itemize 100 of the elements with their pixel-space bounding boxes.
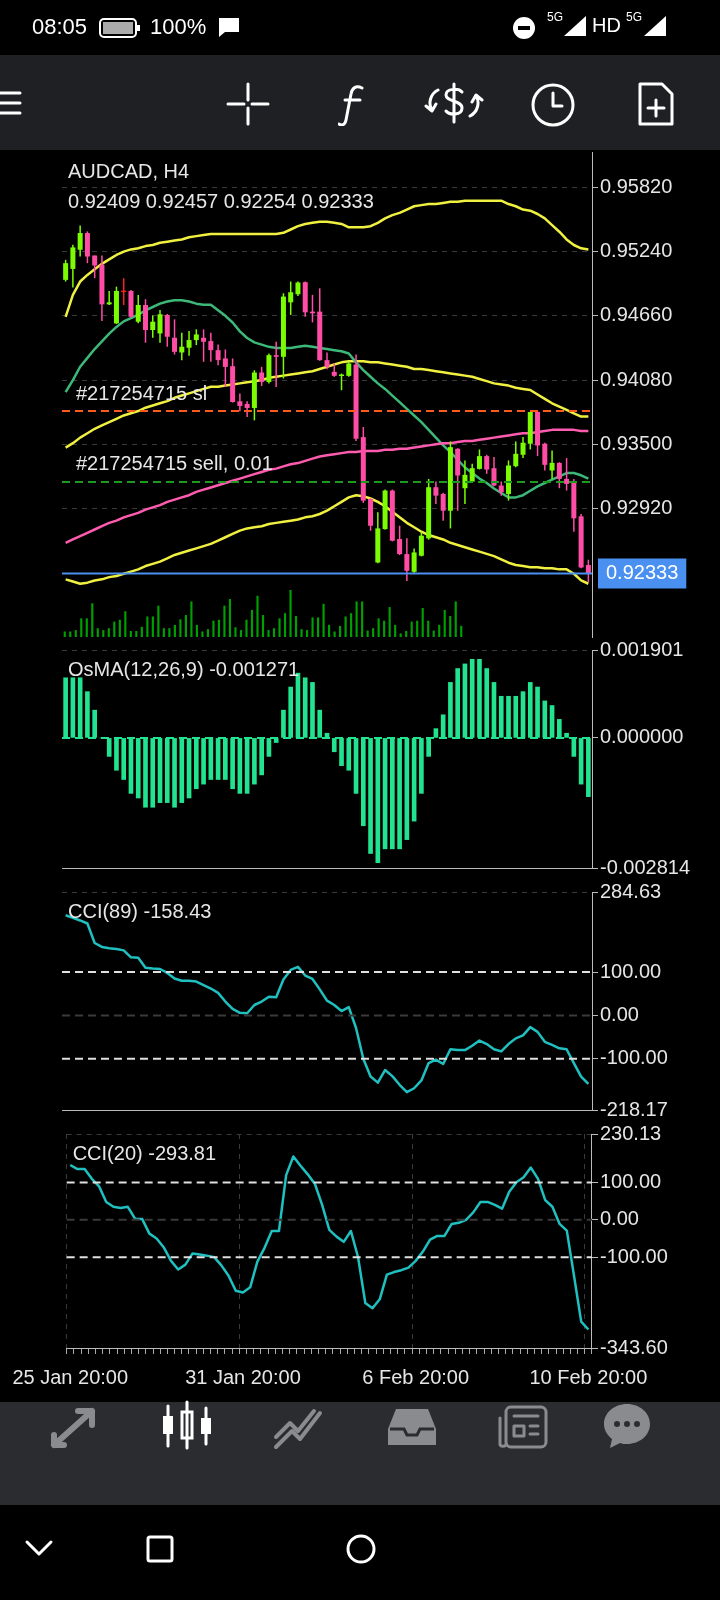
candlestick — [542, 441, 548, 472]
bar — [454, 601, 457, 637]
candlestick — [135, 294, 141, 325]
bar — [234, 627, 237, 637]
candlestick — [513, 440, 519, 468]
candlestick — [433, 480, 439, 505]
bar — [355, 601, 358, 637]
bar — [256, 595, 259, 637]
bar — [305, 630, 309, 637]
bar — [212, 620, 215, 637]
candlestick — [201, 328, 207, 363]
y-tick-label: 0.00 — [600, 1002, 639, 1025]
y-tick-label: -0.002814 — [600, 855, 691, 878]
candlestick — [215, 343, 221, 366]
bar — [449, 615, 452, 637]
bar — [372, 628, 375, 637]
bar — [438, 624, 441, 637]
bar — [289, 590, 292, 637]
bar — [316, 617, 320, 637]
bar — [217, 619, 221, 637]
text: 0.92409 0.92457 0.92254 0.92333 — [68, 190, 374, 212]
y-tick-label: 0.001901 — [600, 637, 684, 660]
bar — [394, 624, 397, 637]
bar — [179, 619, 182, 637]
bar — [283, 613, 287, 637]
bar — [300, 629, 303, 637]
bar — [129, 631, 132, 637]
bar — [184, 615, 187, 637]
candlestick — [491, 456, 497, 487]
bar — [322, 603, 325, 637]
ref-line-label: #217254715 sell, 0.01 — [76, 452, 273, 475]
candlestick — [172, 318, 178, 356]
bar — [157, 605, 160, 637]
bar — [146, 616, 149, 637]
y-tick-label: 100.00 — [600, 959, 662, 982]
bar — [443, 609, 446, 637]
bar — [388, 607, 391, 637]
bar — [361, 601, 364, 637]
text: 08:05 — [32, 14, 88, 40]
candlestick — [157, 309, 163, 344]
bar — [80, 618, 83, 637]
bar — [272, 628, 276, 637]
candlestick — [63, 259, 69, 283]
candlestick — [564, 457, 570, 492]
bar — [344, 616, 347, 637]
bar — [140, 626, 143, 637]
bar — [201, 631, 204, 637]
candlestick — [440, 492, 446, 522]
bar — [96, 628, 99, 637]
bar — [168, 628, 171, 637]
bar — [267, 630, 270, 637]
candlestick — [77, 224, 83, 258]
bar — [339, 625, 342, 637]
y-tick-label: 100.00 — [600, 1170, 662, 1193]
chart-title: AUDCAD, H4 — [68, 160, 190, 182]
candlestick — [273, 341, 279, 388]
bar — [135, 631, 138, 637]
candlestick — [418, 531, 424, 558]
bar — [74, 630, 77, 637]
bar — [151, 616, 154, 637]
y-tick-label: 0.95820 — [600, 174, 673, 197]
bar — [421, 608, 424, 637]
x-tick-label: 31 Jan 20:00 — [185, 1365, 301, 1388]
ref-line-label: 0.92333 — [606, 560, 679, 583]
bar — [102, 630, 105, 637]
bar — [206, 629, 210, 637]
candlestick — [476, 448, 482, 471]
text: 5G — [626, 10, 643, 24]
bar — [399, 633, 402, 637]
y-tick-label: 0.94080 — [600, 367, 673, 390]
bar — [195, 624, 198, 637]
y-tick-label: 0.00 — [600, 1207, 639, 1230]
text: 100% — [150, 14, 207, 40]
chart-title: CCI(20) -293.81 — [72, 1142, 217, 1164]
bar — [190, 601, 193, 637]
y-tick-label: 0.000000 — [600, 725, 684, 748]
y-tick-label: -218.17 — [600, 1097, 668, 1120]
bar — [427, 620, 430, 637]
bar — [223, 605, 226, 637]
y-tick-label: -343.60 — [600, 1335, 668, 1358]
chart-title: CCI(89) -158.43 — [68, 900, 212, 922]
text: HD — [592, 14, 621, 37]
bar — [250, 609, 254, 637]
bar — [118, 619, 121, 637]
chart-title: OsMA(12,26,9) -0.001271 — [68, 658, 300, 680]
bar — [245, 619, 248, 637]
bar — [113, 621, 116, 637]
bar — [124, 611, 127, 637]
bar — [261, 615, 265, 637]
y-tick-label: 230.13 — [600, 1121, 662, 1144]
y-tick-label: -100.00 — [600, 1046, 668, 1069]
candlestick — [164, 313, 170, 348]
bar — [162, 628, 165, 637]
y-tick-label: 0.93500 — [600, 431, 673, 454]
bar — [350, 613, 353, 637]
bar — [107, 628, 110, 637]
candlestick — [150, 314, 156, 339]
candlestick — [556, 461, 562, 489]
candlestick — [404, 537, 410, 582]
bar — [85, 618, 88, 637]
